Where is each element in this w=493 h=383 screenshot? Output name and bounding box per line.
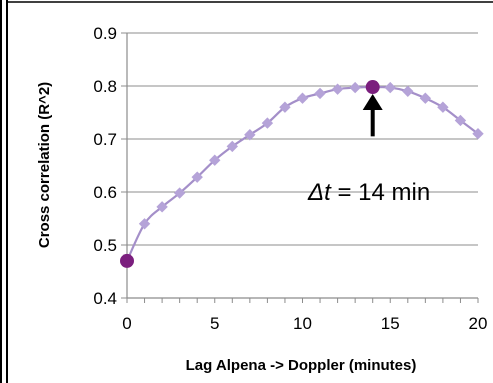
data-point-8 — [261, 117, 274, 129]
data-point-2 — [156, 201, 168, 213]
y-tick-label-0: 0.4 — [93, 289, 117, 308]
data-point-20 — [472, 127, 484, 140]
data-point-6 — [226, 140, 239, 153]
data-point-3 — [173, 187, 186, 199]
annotation-delta-rest: = 14 min — [331, 179, 430, 206]
annotations — [362, 93, 383, 137]
data-point-7 — [244, 129, 256, 141]
y-tick-label-4: 0.8 — [93, 77, 117, 96]
data-point-10 — [296, 92, 309, 104]
data-point-13 — [349, 81, 361, 94]
data-point-15 — [384, 81, 396, 94]
data-point-11 — [314, 87, 326, 100]
y-axis-label: Cross correlation (R^2) — [36, 82, 53, 248]
y-tick-label-2: 0.6 — [93, 183, 117, 202]
axes: 0.4 0.5 0.6 0.7 0.8 0.9 0 5 10 15 20 — [93, 24, 487, 333]
series — [120, 80, 484, 268]
data-point-1 — [138, 218, 151, 230]
x-tick-label-4: 20 — [469, 314, 488, 333]
annotation-delta-symbol: Δt — [307, 179, 332, 206]
data-point-17 — [419, 92, 432, 104]
y-tick-label-3: 0.7 — [93, 130, 117, 149]
annotation-delta-t: Δt = 14 min — [307, 179, 430, 206]
data-point-5 — [209, 154, 221, 166]
grid — [127, 32, 478, 246]
data-point-19 — [454, 114, 467, 127]
x-tick-label-1: 5 — [210, 314, 219, 333]
highlight-point-0 — [120, 253, 134, 268]
x-tick-label-2: 10 — [293, 314, 312, 333]
x-tick-label-3: 15 — [381, 314, 400, 333]
x-tick-label-0: 0 — [122, 314, 131, 333]
data-point-18 — [437, 101, 449, 113]
x-axis-label: Lag Alpena -> Doppler (minutes) — [186, 357, 417, 374]
data-point-4 — [191, 171, 203, 183]
data-point-9 — [279, 101, 291, 113]
y-tick-label-1: 0.5 — [93, 236, 117, 255]
data-point-12 — [331, 83, 344, 95]
data-point-16 — [402, 85, 414, 98]
y-tick-label-5: 0.9 — [93, 24, 117, 43]
highlight-point-1 — [365, 80, 380, 95]
annotation-arrow-head — [362, 93, 383, 110]
